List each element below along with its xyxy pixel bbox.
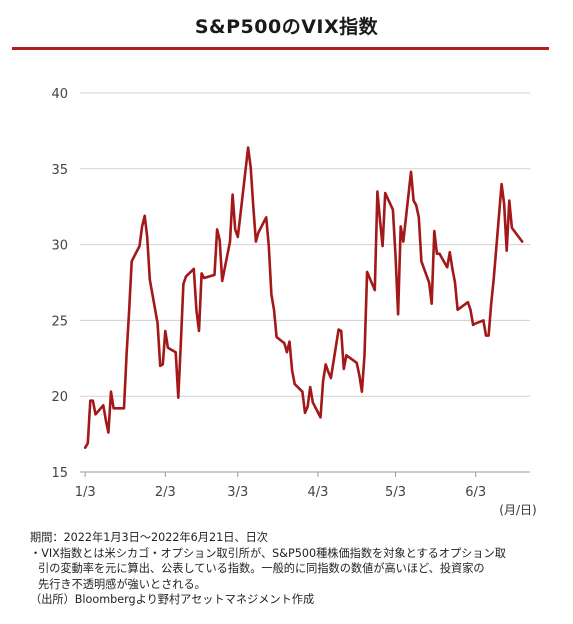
y-tick-labels: 15 20 25 30 35 40	[51, 87, 68, 481]
y-tick-label: 40	[51, 87, 68, 102]
vix-series-line	[83, 146, 524, 449]
x-tick-label: 3/3	[227, 485, 248, 500]
chart-series	[83, 146, 524, 449]
x-tick-label: 4/3	[307, 485, 328, 500]
footnote-explanation-2: 引の変動率を元に算出、公表している指数。一般的に同指数の数値が高いほど、投資家の	[38, 562, 485, 575]
x-tick-label: 2/3	[155, 485, 176, 500]
y-tick-label: 25	[51, 314, 68, 329]
x-tick-label: 1/3	[75, 485, 96, 500]
x-axis-label: (月/日)	[499, 503, 536, 517]
footnote-explanation-1: ・VIX指数とは米シカゴ・オプション取引所が、S&P500種株価指数を対象とする…	[30, 546, 506, 560]
y-tick-label: 30	[51, 239, 68, 254]
page-title: S&P500のVIX指数	[194, 16, 379, 38]
y-tick-label: 35	[51, 163, 68, 178]
footnotes: 期間：2022年1月3日～2022年6月21日、日次 ・VIX指数とは米シカゴ・…	[30, 530, 560, 608]
y-tick-label: 20	[51, 390, 68, 405]
y-tick-label: 15	[51, 466, 68, 481]
x-tick-label: 6/3	[465, 485, 486, 500]
vix-line-chart: 15 20 25 30 35 40 1/3 2/3 3/3 4/3 5/3 6/3 (月/日)	[51, 87, 536, 517]
footnote-source: （出所）Bloombergより野村アセットマネジメント作成	[30, 593, 315, 606]
footnote-explanation-3: 先行き不透明感が強いとされる。	[38, 577, 206, 591]
footnote-period: 期間：2022年1月3日～2022年6月21日、日次	[30, 531, 268, 544]
chart-gridlines	[80, 92, 530, 473]
x-tick-label: 5/3	[385, 485, 406, 500]
x-tick-labels: 1/3 2/3 3/3 4/3 5/3 6/3	[75, 472, 486, 500]
title-underline	[12, 47, 549, 50]
